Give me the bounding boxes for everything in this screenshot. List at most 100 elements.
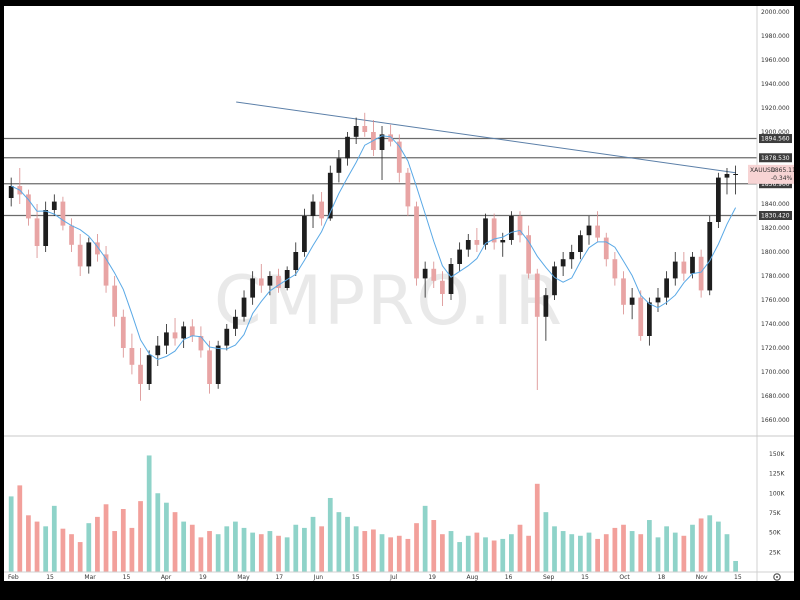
- volume-bar: [483, 537, 488, 572]
- candle-body: [43, 210, 49, 246]
- candles-layer: [8, 112, 738, 401]
- time-tick-label: 15: [581, 574, 589, 581]
- candle-body: [603, 237, 609, 260]
- candle-body: [198, 336, 204, 351]
- level-price-label: 1878.530: [761, 155, 790, 162]
- candle-body: [336, 158, 342, 173]
- level-price-label: 1856.900: [761, 181, 790, 188]
- candle-body: [638, 297, 644, 336]
- candle-body: [207, 350, 212, 384]
- volume-bar: [465, 535, 471, 572]
- candle-body: [310, 201, 316, 216]
- time-tick-label: 15: [123, 574, 131, 581]
- resistance-trendline: [236, 101, 736, 174]
- volume-bar: [388, 537, 394, 572]
- volume-axis[interactable]: 150K 125K 100K 75K 50K 25K: [769, 451, 785, 556]
- volume-bar: [345, 516, 350, 572]
- candle-body: [672, 261, 678, 279]
- volume-bar: [60, 528, 66, 572]
- time-tick-label: Jul: [389, 574, 398, 581]
- price-tick-label: 1680.000: [761, 393, 790, 400]
- candle-body: [396, 141, 402, 173]
- time-tick-label: 19: [428, 574, 436, 581]
- volume-layer: [8, 455, 738, 572]
- volume-bar: [34, 521, 40, 572]
- candle-body: [189, 326, 195, 336]
- candle-body: [612, 259, 618, 279]
- volume-bar: [310, 516, 316, 572]
- candle-body: [664, 278, 669, 298]
- candle-body: [224, 328, 230, 346]
- volume-bar: [638, 534, 644, 572]
- volume-tick-label: 125K: [769, 471, 785, 478]
- price-tick-label: 1940.000: [761, 81, 790, 88]
- volume-bar: [690, 524, 695, 572]
- time-tick-label: 19: [199, 574, 207, 581]
- candle-body: [526, 235, 532, 274]
- candle-body: [77, 244, 83, 267]
- candle-body: [595, 225, 600, 238]
- volume-bar: [276, 535, 281, 572]
- volume-bar: [112, 531, 118, 572]
- candle-body: [440, 280, 445, 294]
- price-tick-label: 2000.000: [761, 9, 790, 16]
- candle-body: [293, 252, 299, 270]
- price-tick-label: 1740.000: [761, 321, 790, 328]
- candle-body: [698, 256, 704, 291]
- volume-bar: [517, 524, 523, 572]
- candle-body: [353, 126, 359, 137]
- volume-bar: [715, 521, 721, 572]
- volume-bar: [77, 542, 83, 572]
- candle-body: [422, 268, 428, 279]
- candle-body: [69, 225, 74, 245]
- volume-bar: [534, 483, 540, 572]
- volume-bar: [595, 538, 600, 572]
- volume-bar: [172, 512, 178, 572]
- candle-body: [578, 235, 583, 252]
- volume-bar: [603, 534, 609, 572]
- volume-bar: [457, 542, 463, 572]
- candle-body: [681, 261, 687, 274]
- price-tick-label: 1920.000: [761, 105, 790, 112]
- settings-gear-icon[interactable]: [773, 573, 781, 581]
- chart-frame: CMPRO.IR 2000.000 1980.000 1960.000 1940.00…: [4, 6, 794, 581]
- volume-tick-label: 150K: [769, 451, 785, 458]
- volume-bar: [327, 497, 333, 572]
- price-tick-label: 1980.000: [761, 33, 790, 40]
- last-price-label: 1865.115: [771, 167, 794, 174]
- volume-bar: [95, 516, 100, 572]
- time-tick-label: May: [237, 574, 250, 581]
- candle-body: [707, 222, 713, 291]
- candle-body: [276, 276, 281, 288]
- volume-bar: [681, 535, 687, 572]
- candle-body: [138, 364, 143, 384]
- candle-body: [414, 206, 419, 279]
- time-tick-label: Mar: [84, 574, 96, 581]
- candle-body: [534, 273, 540, 317]
- time-tick-label: 15: [46, 574, 54, 581]
- time-tick-label: 15: [734, 574, 742, 581]
- candle-body: [724, 174, 730, 178]
- time-axis[interactable]: Feb 15 Mar 15 Apr 19 May 17 Jun 15 Jul 19 Aug 16 Sep 15…: [8, 574, 742, 581]
- candle-body: [690, 256, 695, 274]
- price-tick-label: 1720.000: [761, 345, 790, 352]
- candle-body: [457, 249, 463, 264]
- volume-bar: [543, 512, 549, 572]
- time-tick-label: Sep: [543, 574, 555, 581]
- volume-bar: [155, 493, 161, 572]
- volume-bar: [241, 527, 247, 572]
- candle-body: [146, 355, 152, 384]
- candle-body: [621, 278, 626, 305]
- volume-bar: [586, 532, 592, 572]
- moving-average-line: [10, 135, 737, 361]
- volume-bar: [215, 534, 221, 572]
- volume-bar: [578, 535, 583, 572]
- candle-body: [431, 268, 437, 281]
- candle-body: [655, 297, 661, 303]
- volume-bar: [422, 505, 428, 572]
- candle-body: [379, 134, 385, 150]
- volume-bar: [396, 535, 402, 572]
- volume-bar: [267, 531, 273, 572]
- time-tick-label: 16: [505, 574, 513, 581]
- time-tick-label: Apr: [161, 574, 172, 581]
